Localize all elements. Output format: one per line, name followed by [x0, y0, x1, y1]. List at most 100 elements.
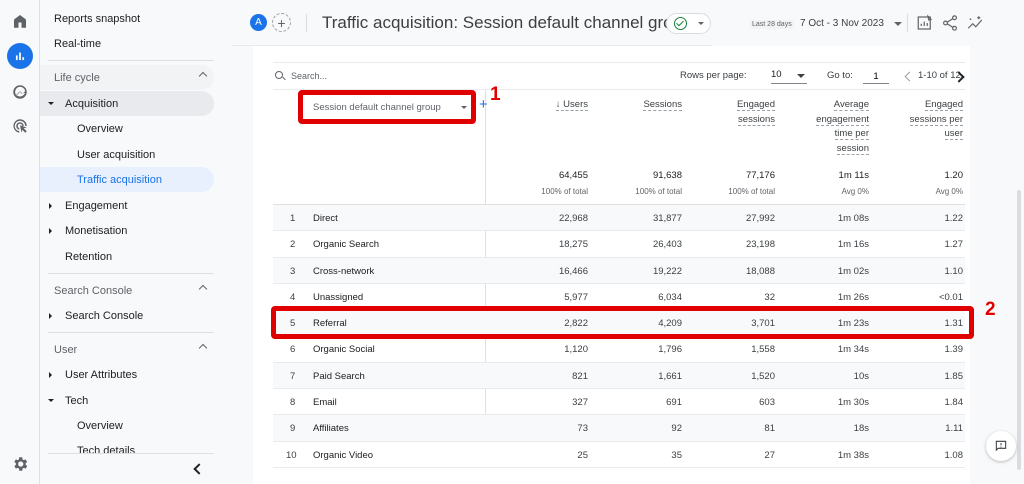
nav-tech[interactable]: Tech [40, 388, 214, 413]
table-row[interactable]: 2 Organic Search 18,275 26,403 23,198 1m… [273, 231, 965, 258]
nav-retention[interactable]: Retention [40, 244, 214, 269]
row-channel: Organic Social [313, 344, 375, 356]
add-comparison-button[interactable]: + [272, 13, 291, 32]
previous-page-button[interactable] [903, 71, 913, 81]
row-index: 10 [286, 449, 297, 461]
report-nav: Reports snapshot Real-time Life cycle Ac… [40, 0, 230, 484]
nav-traffic-acquisition[interactable]: Traffic acquisition [40, 167, 214, 192]
feedback-icon [995, 440, 1007, 452]
cell-avg-engagement-time: 1m 08s [837, 213, 869, 224]
search-icon [275, 71, 285, 81]
chevron-up-icon [198, 343, 208, 353]
pagination-range: 1-10 of 12 [918, 70, 961, 81]
annotation-number-1: 1 [490, 84, 501, 105]
nav-section-lifecycle[interactable]: Life cycle [40, 65, 214, 90]
cell-engaged-per-user: 1.85 [944, 370, 964, 382]
next-page-button[interactable] [955, 71, 965, 81]
row-index: 6 [290, 344, 296, 356]
column-header-text: sessions per [909, 113, 963, 126]
cell-avg-engagement-time: 1m 38s [837, 449, 869, 461]
row-index: 3 [290, 265, 296, 277]
cell-engaged-per-user: 1.11 [945, 423, 963, 435]
column-header-users[interactable]: ↓ Users [498, 98, 588, 113]
total-engaged-per-user: 1.20 [944, 170, 964, 181]
caret-down-icon [48, 102, 54, 105]
chevron-up-icon [198, 71, 208, 81]
table-row[interactable]: 7 Paid Search 821 1,661 1,520 10s 1.85 [273, 362, 965, 390]
nav-section-user[interactable]: User [40, 337, 214, 362]
section-label: Life cycle [54, 71, 100, 84]
caret-right-icon [49, 372, 52, 378]
report-status-dropdown[interactable] [666, 13, 711, 34]
table-row[interactable]: 8 Email 327 691 603 1m 30s 1.84 [273, 389, 965, 416]
table-row[interactable]: 3 Cross-network 16,466 19,222 18,088 1m … [273, 257, 965, 284]
dropdown-arrow-icon [698, 22, 704, 25]
cell-avg-engagement-time: 1m 16s [837, 239, 869, 251]
cell-users: 821 [572, 370, 588, 382]
nav-acquisition-overview[interactable]: Overview [40, 116, 214, 141]
explore-icon[interactable] [8, 80, 32, 104]
report-card: Rows per page: 10 Go to: 1-10 of 12 Sess… [253, 46, 970, 484]
nav-label: Engagement [65, 199, 128, 212]
nav-section-search-console[interactable]: Search Console [40, 278, 214, 303]
date-preset-chip[interactable]: Last 28 days [750, 20, 794, 29]
nav-tech-details[interactable]: Tech details [40, 439, 214, 453]
column-header-engaged-sessions[interactable]: Engaged sessions [685, 98, 775, 127]
row-channel: Unassigned [313, 291, 364, 303]
cell-engaged-per-user: 1.39 [944, 344, 964, 356]
reports-icon[interactable] [7, 43, 33, 69]
row-index: 5 [290, 318, 296, 330]
row-channel: Email [313, 397, 337, 409]
nav-tech-overview[interactable]: Overview [40, 413, 214, 438]
collapse-nav-button[interactable] [190, 462, 204, 476]
table-row[interactable]: 6 Organic Social 1,120 1,796 1,558 1m 34… [273, 336, 965, 363]
nav-engagement[interactable]: Engagement [40, 193, 214, 218]
nav-label: Tech details [77, 445, 136, 453]
cell-engaged-sessions: 32 [764, 291, 775, 303]
row-channel: Cross-network [313, 265, 375, 277]
nav-label: Reports snapshot [54, 12, 141, 25]
column-header-text: sessions [738, 113, 775, 126]
cell-users: 22,968 [558, 213, 588, 224]
column-header-engaged-sessions-per-user[interactable]: Engaged sessions per user [873, 98, 963, 142]
table-row[interactable]: 9 Affiliates 73 92 81 18s 1.11 [273, 415, 965, 442]
nav-user-attributes[interactable]: User Attributes [40, 362, 214, 387]
feedback-button[interactable] [986, 431, 1016, 461]
nav-user-acquisition[interactable]: User acquisition [40, 142, 214, 167]
cell-engaged-per-user: 1.31 [944, 318, 964, 330]
table-row[interactable]: 10 Organic Video 25 35 27 1m 38s 1.08 [273, 442, 965, 468]
date-range-picker[interactable]: 7 Oct - 3 Nov 2023 [800, 18, 884, 29]
dimension-select[interactable]: Session default channel group [307, 98, 473, 116]
add-dimension-button[interactable]: + [479, 96, 488, 113]
comparison-avatar[interactable]: A [250, 14, 267, 31]
customize-report-icon[interactable] [916, 14, 934, 32]
nav-realtime[interactable]: Real-time [40, 31, 214, 56]
column-header-avg-engagement-time[interactable]: Average engagement time per session [779, 98, 869, 156]
row-index: 2 [290, 239, 296, 251]
advertising-icon[interactable] [8, 114, 32, 138]
insights-icon[interactable] [966, 14, 984, 32]
table-row[interactable]: 1 Direct 22,968 31,877 27,992 1m 08s 1.2… [273, 205, 965, 232]
nav-monetisation[interactable]: Monetisation [40, 218, 214, 243]
column-header-sessions[interactable]: Sessions [592, 98, 682, 113]
cell-avg-engagement-time: 1m 34s [837, 344, 869, 356]
cell-avg-engagement-time: 1m 30s [837, 397, 869, 409]
home-icon[interactable] [8, 9, 32, 33]
table-search-input[interactable] [291, 69, 491, 83]
share-icon[interactable] [941, 14, 959, 32]
cell-avg-engagement-time: 10s [853, 370, 869, 382]
dimension-label: Session default channel group [313, 101, 441, 113]
nav-acquisition[interactable]: Acquisition [40, 91, 214, 116]
nav-search-console[interactable]: Search Console [40, 303, 214, 328]
header-divider [907, 14, 908, 32]
page-scrollbar[interactable] [1017, 190, 1021, 470]
rows-per-page-select[interactable]: 10 [771, 69, 807, 84]
report-header: A + Traffic acquisition: Session default… [232, 0, 1024, 46]
column-header-text: session [836, 142, 869, 155]
gear-icon[interactable] [8, 452, 32, 476]
nav-reports-snapshot[interactable]: Reports snapshot [40, 6, 214, 31]
page-title: Traffic acquisition: Session default cha… [322, 13, 692, 32]
date-dropdown-icon[interactable] [894, 22, 902, 26]
goto-page-input[interactable] [863, 69, 889, 84]
